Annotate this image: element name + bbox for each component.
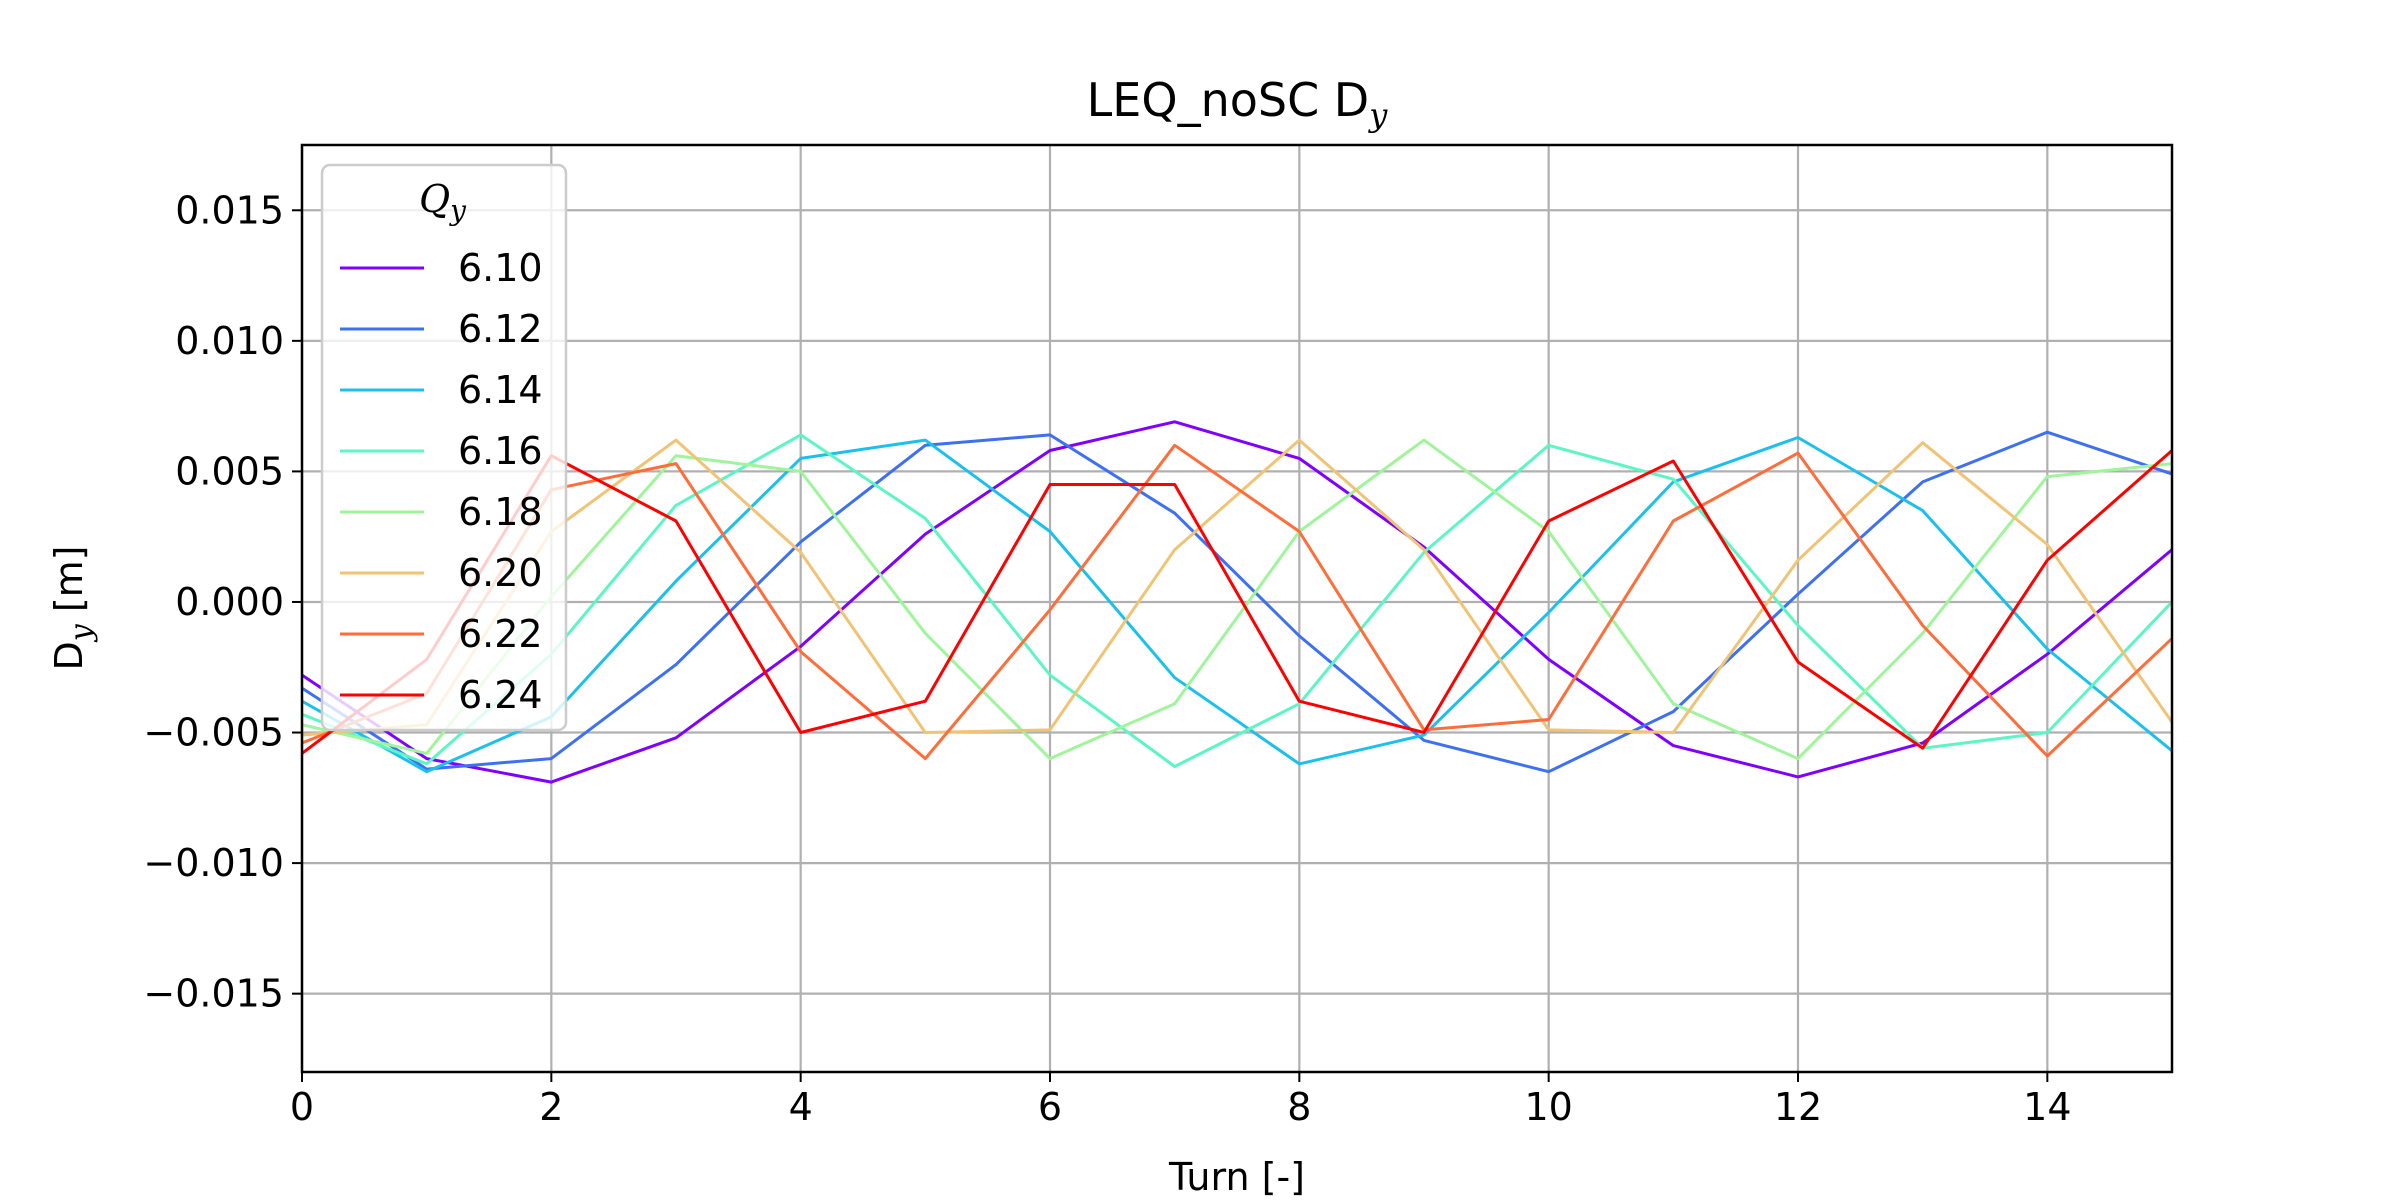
- y-tick-label: −0.010: [143, 841, 284, 885]
- y-axis-label-unit: [m]: [47, 546, 91, 625]
- legend: Qy 6.10 6.12 6.14 6.16 6.18 6.20 6.22 6.24: [320, 163, 568, 732]
- series-line-6.22: [302, 443, 2172, 761]
- series-line-6.10: [302, 420, 2172, 784]
- legend-box: [320, 163, 568, 732]
- grid: [300, 145, 2172, 1072]
- legend-title: Qy: [419, 177, 467, 227]
- chart-title: LEQ_noSC Dy: [1087, 73, 1389, 134]
- y-tick-label: −0.005: [143, 711, 284, 755]
- legend-label: 6.24: [458, 673, 543, 717]
- legend-label: 6.18: [458, 490, 543, 534]
- y-tick-label: 0.005: [175, 449, 284, 493]
- series-line-6.24: [302, 449, 2172, 755]
- legend-title-subscript: y: [448, 194, 467, 227]
- x-tick-label: 14: [2023, 1085, 2071, 1129]
- x-tick-label: 0: [290, 1085, 314, 1129]
- legend-label: 6.20: [458, 551, 543, 595]
- y-tick-label: 0.010: [175, 319, 284, 363]
- series-line-6.14: [302, 436, 2172, 774]
- legend-entries: 6.10 6.12 6.14 6.16 6.18 6.20 6.22 6.24: [340, 246, 543, 717]
- y-tick-label: −0.015: [143, 972, 284, 1016]
- legend-label: 6.12: [458, 307, 543, 351]
- x-axis-label: Turn [-]: [1168, 1155, 1305, 1199]
- series-line-6.16: [302, 433, 2172, 768]
- x-tick-label: 2: [539, 1085, 563, 1129]
- series-line-6.20: [302, 438, 2172, 737]
- x-tick-label: 6: [1038, 1085, 1062, 1129]
- legend-label: 6.14: [458, 368, 543, 412]
- legend-label: 6.22: [458, 612, 543, 656]
- y-axis-label-subscript: y: [64, 623, 99, 643]
- tick-layer: 0 2 4 6 8 10 12 14 −0.015 −0.010 −0.005 0.000 0.005 0…: [143, 188, 2071, 1129]
- x-tick-label: 12: [1774, 1085, 1822, 1129]
- y-axis-label: Dy [m]: [47, 546, 99, 671]
- series-line-6.18: [302, 438, 2172, 761]
- x-tick-label: 10: [1524, 1085, 1572, 1129]
- y-tick-label: 0.015: [175, 188, 284, 232]
- plot-frame: [300, 143, 2174, 1074]
- legend-label: 6.16: [458, 429, 543, 473]
- legend-label: 6.10: [458, 246, 543, 290]
- x-tick-label: 8: [1287, 1085, 1311, 1129]
- series-layer: [302, 420, 2172, 784]
- chart-title-subscript: y: [1367, 96, 1388, 134]
- x-tick-label: 4: [789, 1085, 813, 1129]
- y-tick-label: 0.000: [175, 580, 284, 624]
